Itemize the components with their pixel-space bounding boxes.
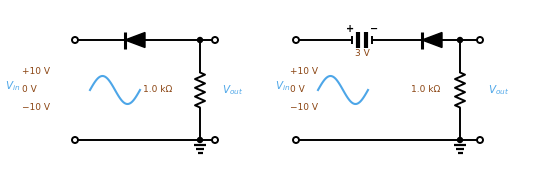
Text: +10 V: +10 V [290, 68, 318, 76]
Polygon shape [125, 33, 145, 48]
Text: 0 V: 0 V [22, 86, 37, 94]
Text: 3 V: 3 V [355, 50, 369, 59]
Text: $V_{in}$: $V_{in}$ [5, 79, 20, 93]
Text: $V_{out}$: $V_{out}$ [488, 83, 509, 97]
Text: 1.0 kΩ: 1.0 kΩ [143, 86, 172, 94]
Circle shape [198, 138, 203, 143]
Text: −10 V: −10 V [290, 103, 318, 112]
Text: 1.0 kΩ: 1.0 kΩ [411, 86, 440, 94]
Circle shape [198, 37, 203, 42]
Text: +10 V: +10 V [22, 68, 50, 76]
Circle shape [457, 37, 462, 42]
Polygon shape [422, 33, 442, 48]
Text: +: + [346, 24, 354, 34]
Text: 0 V: 0 V [290, 86, 305, 94]
Text: $V_{in}$: $V_{in}$ [275, 79, 290, 93]
Text: −10 V: −10 V [22, 103, 50, 112]
Text: −: − [370, 24, 378, 34]
Circle shape [457, 138, 462, 143]
Text: $V_{out}$: $V_{out}$ [222, 83, 243, 97]
